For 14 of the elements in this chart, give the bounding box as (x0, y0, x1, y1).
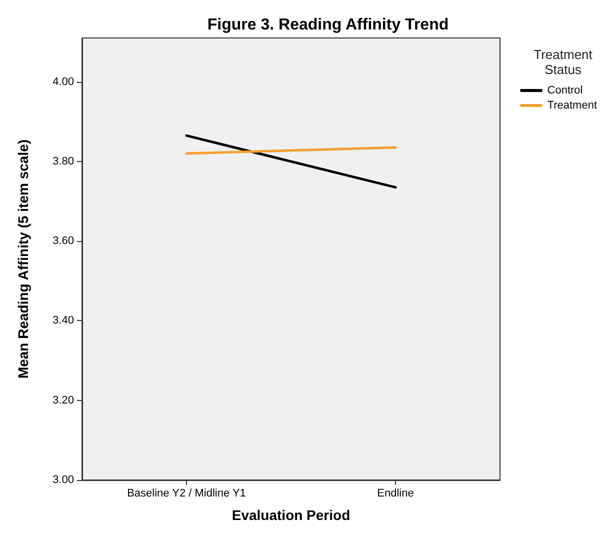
x-tick-label: Endline (377, 488, 414, 500)
y-tick-label: 3.20 (52, 394, 74, 406)
y-tick-label: 4.00 (52, 76, 74, 88)
x-tick-label: Baseline Y2 / Midline Y1 (127, 488, 246, 500)
x-axis-title: Evaluation Period (232, 507, 350, 523)
y-axis-title: Mean Reading Affinity (5 item scale) (15, 139, 31, 379)
y-tick-label: 3.60 (52, 235, 74, 248)
chart-title: Figure 3. Reading Affinity Trend (207, 16, 449, 34)
y-tick-label: 3.40 (52, 314, 74, 327)
y-tick-label: 3.80 (52, 155, 74, 168)
legend-title: Treatment Status (534, 47, 593, 77)
legend-label: Treatment (547, 100, 598, 112)
legend-label: Control (547, 84, 583, 96)
y-tick-label: 3.00 (52, 474, 74, 486)
